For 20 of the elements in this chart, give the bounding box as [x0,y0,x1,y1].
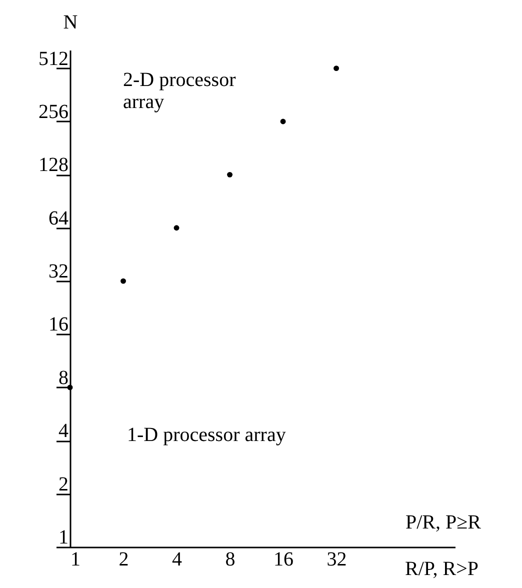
y-tick-label: 128 [38,154,68,176]
y-tick-label: 4 [58,420,68,442]
y-tick-label: 2 [58,473,68,496]
annotation: 1-D processor array [127,424,286,446]
text: R/P, R>P [405,558,479,580]
y-tick-label: 8 [58,366,68,389]
annotation: 2-D processor array [123,69,236,113]
y-tick-label: 512 [38,48,68,70]
x-tick-label: 2 [118,548,129,570]
x-tick-label: 8 [225,548,236,570]
y-tick-label: 256 [38,101,68,123]
x-tick-label: 16 [274,548,294,570]
y-tick-label: 16 [48,314,68,336]
y-tick-label: 32 [48,260,68,283]
y-axis-title: N [63,12,78,34]
x-tick-label: 32 [326,548,347,570]
y-tick-label: 1 [58,526,68,548]
x-axis-title: P/R, P≥R [406,512,482,534]
y-tick-label: 64 [48,207,68,230]
x-tick-label: 4 [172,548,182,570]
